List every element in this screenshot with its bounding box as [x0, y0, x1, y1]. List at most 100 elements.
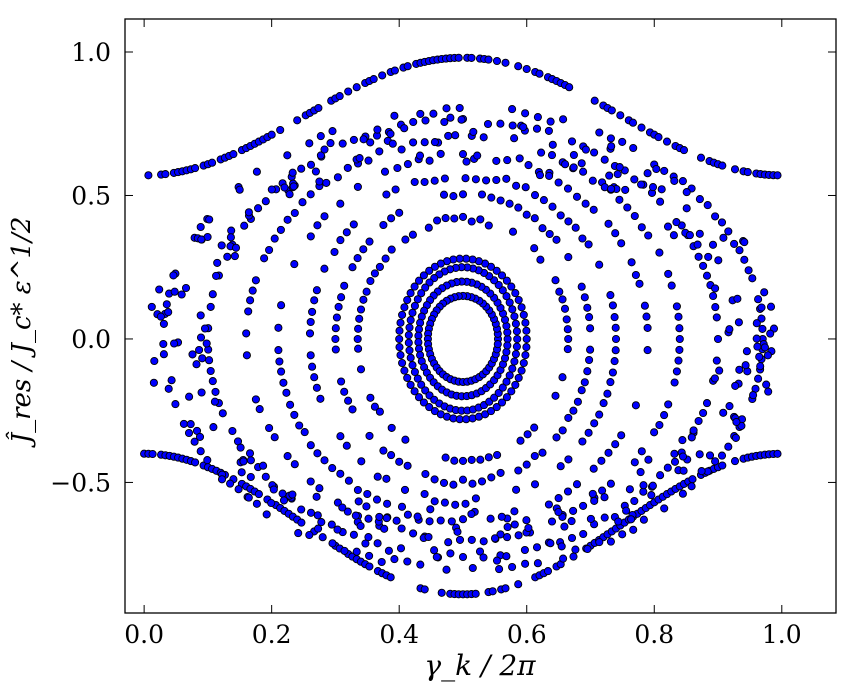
data-point-librating-orbit [479, 133, 488, 142]
data-point-librating-orbit [502, 393, 511, 402]
data-point-chaotic-layer [689, 426, 698, 435]
data-point-librating-orbit [451, 500, 460, 509]
data-point-top-orbit [229, 150, 238, 159]
data-point-librating-orbit [364, 156, 373, 165]
data-point-librating-orbit [627, 258, 636, 267]
data-point-librating-orbit [590, 148, 599, 157]
data-point-chaotic-layer [231, 243, 241, 252]
data-point-bottom-orbit [191, 458, 200, 467]
data-point-librating-orbit [564, 217, 573, 226]
data-point-librating-orbit [382, 474, 391, 483]
y-tick-labels: −0.5 0.0 0.5 1.0 [50, 38, 111, 497]
data-point-bottom-orbit [318, 533, 327, 542]
data-point-chaotic-layer [588, 489, 597, 498]
data-point-chaotic-layer [314, 524, 323, 533]
data-point-librating-orbit [417, 380, 426, 389]
data-point-librating-orbit [338, 139, 347, 148]
data-point-librating-orbit [370, 269, 379, 278]
data-point-chaotic-layer [226, 233, 235, 242]
data-point-chaotic-layer [356, 521, 365, 531]
data-point-chaotic-layer [453, 527, 462, 536]
data-point-librating-orbit [398, 358, 407, 368]
data-point-librating-orbit [717, 218, 727, 227]
data-point-librating-orbit [476, 215, 485, 224]
data-point-librating-orbit [404, 331, 413, 340]
data-point-librating-orbit [159, 350, 168, 359]
data-point-chaotic-layer [763, 351, 772, 360]
data-point-librating-orbit [410, 282, 419, 291]
data-point-librating-orbit [512, 342, 521, 351]
data-point-chaotic-layer [244, 493, 253, 502]
data-point-top-orbit [335, 92, 344, 101]
data-point-chaotic-layer [764, 387, 773, 396]
data-point-librating-orbit [579, 501, 588, 510]
data-point-librating-orbit [397, 524, 406, 533]
data-point-librating-orbit [424, 223, 433, 232]
data-point-chaotic-layer [613, 170, 622, 179]
data-point-chaotic-layer [312, 492, 321, 501]
data-point-librating-orbit [552, 433, 561, 442]
y-tick-label: 0.5 [71, 181, 111, 210]
data-point-librating-orbit [206, 302, 215, 311]
data-point-chaotic-layer [762, 380, 771, 389]
data-point-librating-orbit [405, 346, 414, 355]
data-point-librating-orbit [503, 341, 512, 350]
data-point-chaotic-layer [643, 169, 652, 178]
data-point-librating-orbit [336, 199, 345, 208]
data-point-librating-orbit [538, 224, 547, 233]
data-point-chaotic-layer [714, 256, 723, 265]
data-point-librating-orbit [512, 181, 521, 190]
data-point-librating-orbit [343, 163, 352, 172]
data-point-librating-orbit [479, 537, 488, 546]
data-point-librating-orbit [208, 377, 217, 386]
data-point-chaotic-layer [614, 517, 623, 526]
data-point-librating-orbit [511, 350, 520, 359]
data-point-librating-orbit [283, 215, 292, 224]
data-point-librating-orbit [446, 549, 455, 558]
data-point-librating-orbit [532, 124, 542, 133]
data-point-librating-orbit [387, 451, 396, 460]
data-point-librating-orbit [439, 478, 449, 487]
data-point-top-orbit [662, 137, 672, 146]
data-point-librating-orbit [300, 428, 309, 437]
data-point-top-orbit [390, 66, 399, 75]
data-point-librating-orbit [511, 289, 520, 298]
data-point-librating-orbit [567, 137, 577, 146]
data-point-chaotic-layer [569, 163, 578, 172]
data-point-chaotic-layer [734, 318, 743, 327]
data-point-librating-orbit [544, 500, 553, 509]
data-point-chaotic-layer [316, 151, 325, 160]
data-point-chaotic-layer [469, 127, 478, 136]
data-point-chaotic-layer [766, 302, 776, 311]
data-point-librating-orbit [442, 104, 451, 113]
data-point-librating-orbit [365, 551, 374, 560]
data-point-chaotic-layer [497, 512, 506, 521]
data-point-librating-orbit [331, 324, 340, 333]
data-point-chaotic-layer [705, 451, 715, 460]
data-point-librating-orbit [558, 373, 567, 382]
data-point-librating-orbit [476, 455, 485, 464]
data-point-chaotic-layer [678, 452, 688, 461]
data-point-librating-orbit [611, 346, 620, 355]
data-point-librating-orbit [441, 453, 450, 462]
data-point-librating-orbit [631, 270, 640, 280]
data-point-librating-orbit [409, 138, 418, 147]
data-point-librating-orbit [277, 367, 286, 376]
data-point-librating-orbit [586, 324, 595, 333]
data-point-librating-orbit [604, 219, 613, 228]
data-point-librating-orbit [610, 313, 619, 322]
data-point-librating-orbit [356, 305, 366, 314]
data-point-top-orbit [378, 71, 387, 80]
data-point-librating-orbit [313, 221, 322, 230]
data-point-librating-orbit [496, 119, 505, 128]
data-point-librating-orbit [631, 401, 640, 410]
data-point-librating-orbit [663, 463, 672, 472]
data-point-librating-orbit [559, 554, 568, 563]
data-point-librating-orbit [413, 295, 422, 304]
data-point-librating-orbit [353, 254, 362, 263]
data-point-librating-orbit [508, 227, 518, 236]
data-point-librating-orbit [420, 177, 429, 187]
data-point-librating-orbit [516, 436, 525, 445]
data-point-librating-orbit [421, 283, 430, 292]
data-point-librating-orbit [240, 221, 249, 230]
